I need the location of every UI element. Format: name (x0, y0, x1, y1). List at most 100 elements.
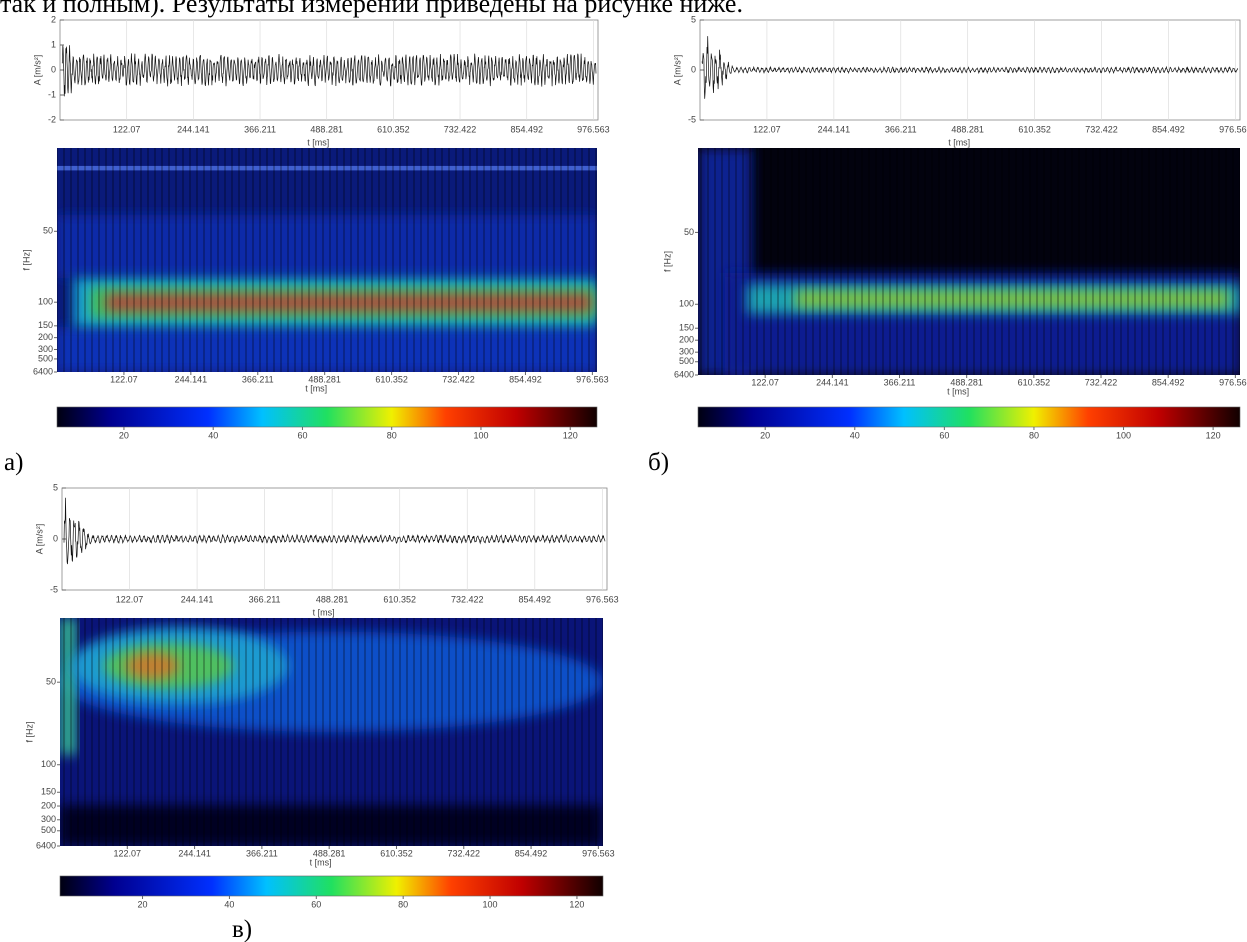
waveform (701, 36, 1239, 99)
y-axis-label: f [Hz] (662, 251, 672, 272)
x-tick-label: 610.352 (377, 124, 410, 134)
y-tick-label: 300 (679, 347, 694, 357)
y-tick-label: 50 (46, 677, 56, 687)
y-tick-label: 100 (679, 299, 694, 309)
x-tick-label: 854.492 (519, 594, 552, 604)
x-tick-label: 244.141 (816, 377, 849, 387)
x-tick-label: 610.352 (1018, 124, 1051, 134)
y-tick-label: 0 (51, 64, 56, 74)
y-tick-label: 50 (43, 226, 53, 236)
y-tick-label: 300 (41, 814, 56, 824)
colorbar-tick-label: 40 (208, 430, 218, 440)
y-tick-label: 6400 (33, 366, 53, 376)
scalogram-stripes (60, 618, 603, 846)
figure-label: б) (648, 449, 669, 476)
y-tick-label: 0 (53, 533, 58, 543)
x-tick-label: 976.563 (577, 124, 610, 134)
x-tick-label: 366.211 (246, 848, 278, 858)
x-tick-label: 488.281 (316, 594, 349, 604)
x-tick-label: 122.07 (114, 848, 142, 858)
colorbar-tick-label: 20 (119, 430, 129, 440)
figure-label: в) (232, 916, 252, 942)
x-tick-label: 488.281 (310, 124, 343, 134)
x-tick-label: 488.281 (308, 374, 341, 384)
y-tick-label: 200 (679, 335, 694, 345)
y-tick-label: 100 (38, 297, 53, 307)
x-tick-label: 732.422 (1085, 377, 1118, 387)
scalogram (57, 148, 597, 372)
colorbar-tick-label: 80 (398, 899, 408, 909)
y-tick-label: 5 (53, 482, 58, 492)
y-tick-label: 500 (38, 353, 53, 363)
y-tick-label: 200 (41, 800, 56, 810)
signal-frame (59, 19, 599, 121)
x-axis-label: t [ms] (305, 383, 327, 393)
colorbar-tick-label: 80 (387, 430, 397, 440)
y-tick-label: 300 (38, 344, 53, 354)
x-tick-label: 732.422 (442, 374, 475, 384)
x-axis-label: t [ms] (307, 137, 329, 147)
x-tick-label: 976.563 (1219, 377, 1247, 387)
x-tick-label: 976.563 (576, 374, 609, 384)
x-tick-label: 488.281 (951, 124, 984, 134)
y-tick-label: -2 (48, 114, 56, 124)
colorbar-tick-label: 100 (1116, 430, 1131, 440)
waveform (61, 45, 597, 97)
x-tick-label: 244.141 (818, 124, 851, 134)
colorbar-tick-label: 20 (138, 899, 148, 909)
header-text: так и полным). Результаты измерений прив… (0, 0, 743, 18)
colorbar-tick-label: 60 (297, 430, 307, 440)
x-tick-label: 732.422 (447, 848, 480, 858)
x-tick-label: 610.352 (380, 848, 413, 858)
x-tick-label: 122.07 (753, 124, 781, 134)
x-tick-label: 976.563 (586, 594, 619, 604)
y-tick-label: 150 (41, 787, 56, 797)
colorbar (59, 875, 604, 897)
y-tick-label: 500 (41, 825, 56, 835)
colorbar (56, 406, 598, 428)
x-axis-label: t [ms] (313, 607, 335, 617)
y-tick-label: 0 (691, 64, 696, 74)
x-tick-label: 610.352 (375, 374, 408, 384)
colorbar (697, 406, 1241, 428)
colorbar-tick-label: 120 (569, 899, 584, 909)
x-axis-label: t [ms] (947, 386, 969, 396)
y-tick-label: 150 (679, 323, 694, 333)
y-tick-label: 500 (679, 356, 694, 366)
colorbar-tick-label: 120 (1206, 430, 1221, 440)
scalogram-stripes (698, 148, 1240, 375)
x-tick-label: 610.352 (383, 594, 416, 604)
y-axis-label: f [Hz] (24, 721, 34, 742)
x-tick-label: 366.211 (244, 124, 276, 134)
y-axis-label: f [Hz] (21, 249, 31, 270)
y-axis-label: A [m/s²] (672, 55, 682, 86)
y-tick-label: -1 (48, 89, 56, 99)
y-axis-label: A [m/s²] (32, 55, 42, 86)
scalogram-stripes (57, 148, 597, 372)
colorbar-tick-label: 100 (473, 430, 488, 440)
y-tick-label: 100 (41, 759, 56, 769)
x-tick-label: 732.422 (451, 594, 484, 604)
y-tick-label: 6400 (674, 369, 694, 379)
x-tick-label: 122.07 (110, 374, 138, 384)
x-tick-label: 854.492 (509, 374, 542, 384)
scalogram (60, 618, 603, 846)
x-tick-label: 488.281 (950, 377, 983, 387)
colorbar-tick-label: 80 (1029, 430, 1039, 440)
y-tick-label: 6400 (36, 840, 56, 850)
x-axis-label: t [ms] (310, 857, 332, 867)
x-tick-label: 244.141 (177, 124, 210, 134)
y-tick-label: 5 (691, 14, 696, 24)
x-tick-label: 122.07 (113, 124, 141, 134)
y-tick-label: -5 (50, 584, 58, 594)
x-tick-label: 610.352 (1018, 377, 1051, 387)
x-tick-label: 244.141 (181, 594, 214, 604)
colorbar-tick-label: 40 (850, 430, 860, 440)
colorbar-tick-label: 60 (311, 899, 321, 909)
figure-label: а) (4, 449, 23, 476)
signal-frame (699, 19, 1241, 121)
colorbar-tick-label: 100 (483, 899, 498, 909)
x-tick-label: 244.141 (175, 374, 208, 384)
colorbar-tick-label: 40 (224, 899, 234, 909)
x-tick-label: 366.211 (885, 124, 917, 134)
